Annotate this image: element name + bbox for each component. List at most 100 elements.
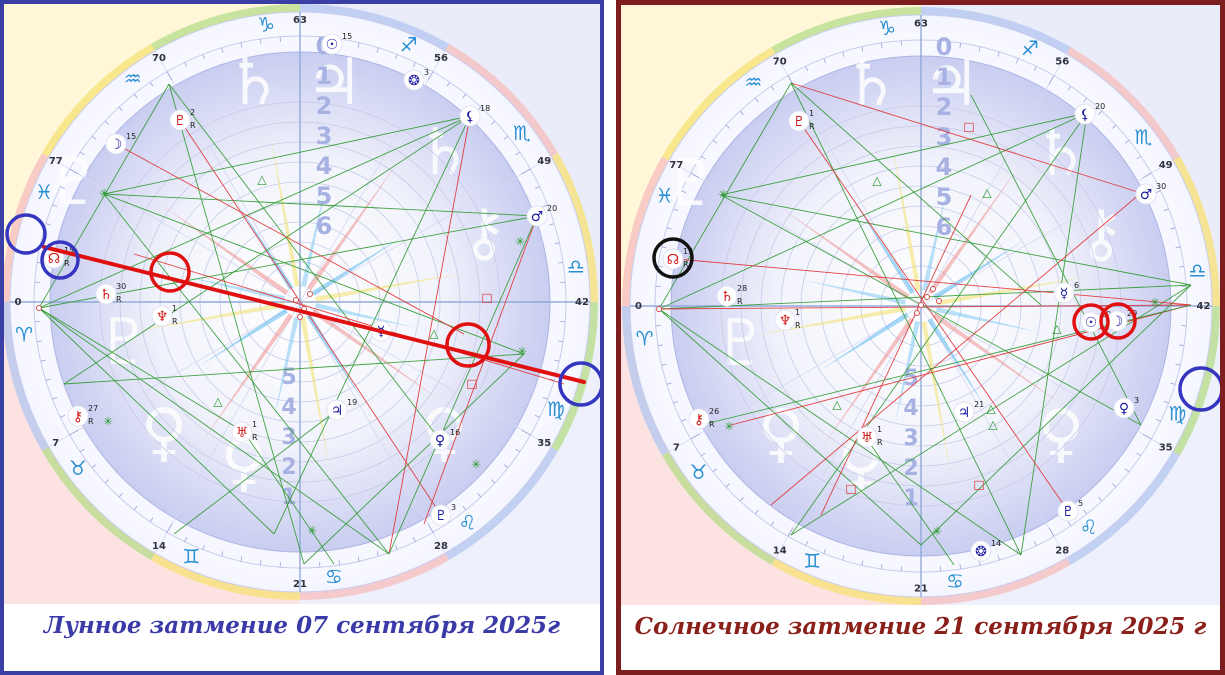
house-number: 5 (936, 183, 953, 211)
degree-tick (166, 71, 173, 81)
degree-tick (1124, 139, 1130, 144)
aspect-line-tense (676, 258, 1192, 306)
degree-tick (978, 46, 981, 52)
mars-icon: ♂ (1140, 187, 1153, 203)
star-ray (315, 272, 468, 302)
degree-tick (1098, 497, 1103, 502)
aspect-line-harmonic (103, 193, 390, 555)
degree-tick (681, 418, 687, 422)
degree-tick (770, 521, 775, 527)
lilith-degree: 20 (1095, 102, 1105, 111)
aspect-line-harmonic (168, 83, 441, 441)
jupiter-planet: ♃19 (326, 398, 357, 421)
degree-tick (959, 42, 962, 48)
center-point (36, 305, 42, 311)
north-node-planet: ☊ 15 R (662, 247, 693, 270)
degree-tick (521, 168, 531, 175)
degree-tick (1136, 452, 1142, 457)
degree-label: 77 (669, 160, 683, 171)
degree-tick (997, 555, 1000, 561)
star-ray (895, 320, 921, 424)
jupiter-degree: 21 (974, 400, 984, 409)
pluto-planet: ♇1 R (788, 109, 815, 132)
degree-tick (202, 544, 206, 550)
chiron-retrograde: R (709, 420, 715, 429)
aspect-line-tense (798, 120, 1069, 512)
star-ray (311, 309, 440, 400)
aspect-line-harmonic (970, 94, 1142, 426)
degree-tick (133, 505, 138, 511)
saturn-planet: ♄30 R (95, 282, 126, 305)
aspect-symbol: ✳ (515, 235, 525, 249)
chiron-icon: ⚷ (694, 412, 704, 428)
degree-label: 49 (1159, 160, 1173, 171)
degree-tick (673, 400, 679, 404)
venus-planet: ♀3 (1113, 396, 1139, 419)
saturn-icon: ♄ (721, 289, 734, 305)
aspect-line-tense (115, 143, 465, 335)
star-ray (823, 317, 914, 446)
degree-tick (1163, 208, 1169, 212)
cancer-sign-icon: ♋ (946, 569, 964, 593)
jupiter-planet: ♃21 (953, 400, 984, 423)
degree-tick (427, 523, 434, 533)
lilith-badge (459, 105, 481, 127)
aspect-line-harmonic (863, 434, 955, 566)
mercury-badge (1053, 282, 1075, 304)
house-number: 2 (936, 93, 953, 121)
degree-tick (739, 110, 744, 115)
degree-label: 0 (635, 301, 642, 312)
degree-label: 49 (537, 156, 551, 167)
house-number: 4 (903, 396, 918, 421)
jupiter-badge (953, 401, 975, 423)
degree-tick (477, 493, 482, 498)
degree-tick (558, 261, 564, 264)
aspect-symbol: △ (257, 173, 267, 187)
degree-label: 7 (673, 442, 680, 453)
aspect-line-harmonic (168, 83, 305, 565)
degree-tick (79, 448, 85, 453)
moon-badge (105, 133, 127, 155)
pluto-degree: 1 (809, 109, 814, 118)
virgo-sign-icon: ♍ (547, 397, 565, 421)
background-glyph: ♇ (45, 146, 102, 220)
degree-tick (549, 378, 555, 381)
selena-planet: ❂ 14 (970, 539, 1001, 562)
degree-tick (1124, 468, 1130, 473)
degree-tick (1170, 227, 1176, 230)
uranus-planet: ♅1 R (231, 420, 258, 443)
degree-tick (700, 155, 706, 160)
selena-planet: ❂3 (403, 68, 429, 91)
aries-sign-icon: ♈ (15, 322, 33, 346)
moon-icon: ☽ (110, 137, 123, 153)
selena-degree: 14 (991, 539, 1001, 548)
proserpina-icon: ♇ (1062, 504, 1075, 520)
jupiter-badge (326, 399, 348, 421)
degree-tick (118, 493, 123, 498)
background-glyph: ♄ (225, 46, 282, 120)
uranus-icon: ♅ (236, 425, 249, 441)
aspect-line-harmonic (790, 82, 1042, 306)
virgo-sign-icon: ♍ (1168, 401, 1186, 425)
node-highlight (40, 240, 80, 280)
background-glyph: ⚷ (461, 196, 508, 270)
house-number: 5 (316, 182, 333, 210)
mercury-planet: ☿6 (1053, 281, 1079, 304)
uranus-planet: ♅1 R (856, 425, 883, 448)
chiron-degree: 26 (709, 407, 719, 416)
aspect-symbol: □ (973, 478, 984, 492)
degree-tick (427, 71, 434, 81)
neptune-degree: 1 (795, 308, 800, 317)
moon-planet: ☽15 (105, 132, 136, 155)
degree-tick (503, 464, 509, 469)
degree-tick (462, 93, 467, 99)
libra-sign-icon: ♎ (1188, 259, 1206, 283)
house-number: 4 (281, 395, 296, 420)
degree-tick (184, 62, 188, 68)
venus-planet: ♀ 16 (429, 428, 460, 451)
lilith-planet: ⚸ 18 (459, 104, 490, 127)
degree-tick (52, 396, 58, 400)
selena-degree: 3 (424, 68, 429, 77)
saturn-retrograde: R (737, 297, 743, 306)
proserpina-icon: ♇ (435, 508, 448, 524)
